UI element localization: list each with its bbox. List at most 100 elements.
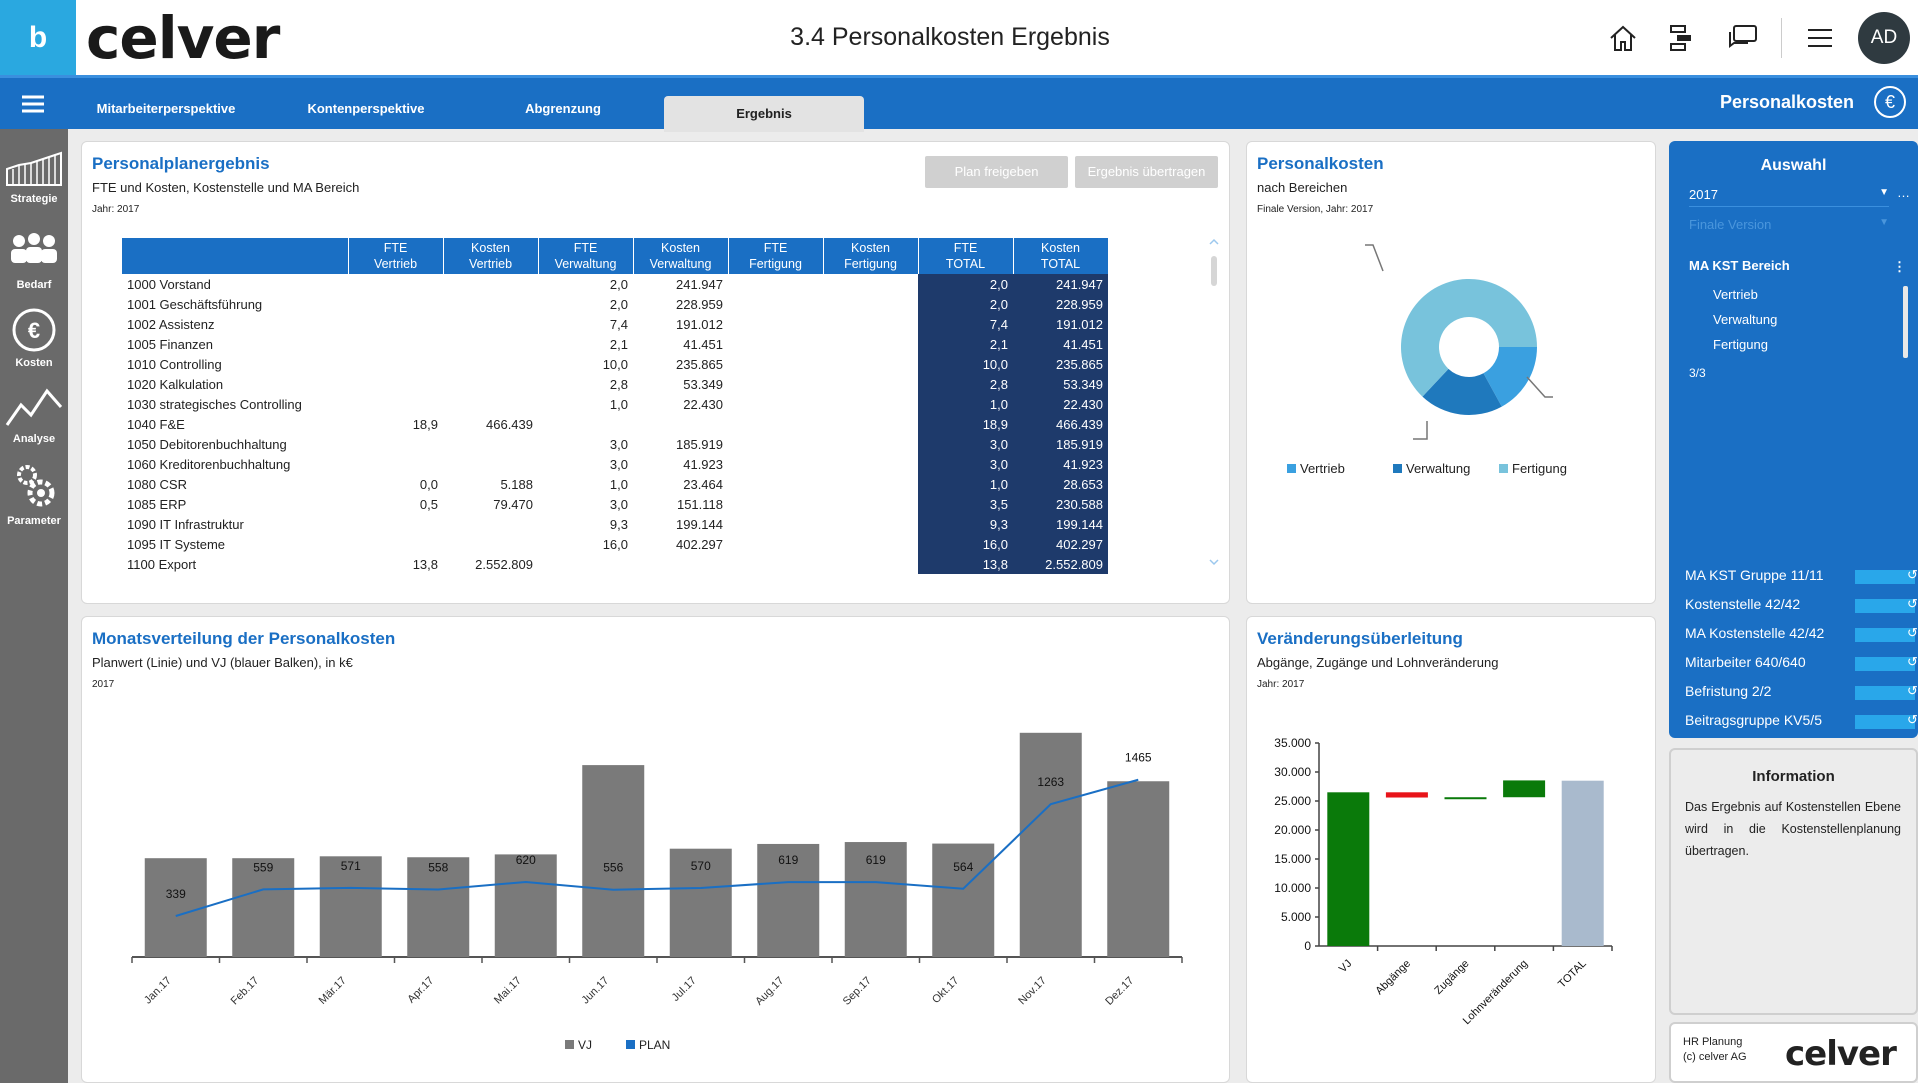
filter-row[interactable]: Kostenstelle 42/42 ↺: [1685, 596, 1918, 613]
tab-kontenperspektive[interactable]: Kontenperspektive: [307, 101, 425, 116]
list-item[interactable]: Fertigung: [1713, 337, 1768, 352]
table-row[interactable]: 1000 Vorstand 2,0 241.947 2,0 241.947: [122, 274, 1108, 294]
table-row[interactable]: 1080 CSR 0,0 5.188 1,0 23.464 1,0 28.653: [122, 474, 1108, 494]
donut-slice[interactable]: [1422, 368, 1502, 415]
value-cell: [348, 354, 443, 374]
waterfall-bar[interactable]: [1327, 792, 1370, 946]
value-cell: 2.552.809: [475, 556, 533, 572]
reset-icon[interactable]: ↺: [1907, 683, 1918, 698]
sidebar-item-kosten[interactable]: € Kosten: [0, 307, 68, 369]
hamburger-icon[interactable]: [0, 78, 66, 129]
tab-mitarbeiterperspektive[interactable]: Mitarbeiterperspektive: [96, 101, 236, 116]
vj-bar[interactable]: [1019, 732, 1082, 957]
donut-slice[interactable]: [1483, 347, 1537, 407]
x-tick-label: Zugänge: [1432, 958, 1471, 997]
table-header-cell[interactable]: Kosten TOTAL: [1013, 238, 1109, 274]
list-item[interactable]: Verwaltung: [1713, 312, 1778, 327]
table-row[interactable]: 1040 F&E 18,9 466.439 18,9 466.439: [122, 414, 1108, 434]
vj-bar[interactable]: [319, 856, 382, 957]
comments-icon[interactable]: [1713, 0, 1773, 75]
waterfall-bar[interactable]: [1444, 797, 1487, 800]
value-cell: 1,0: [918, 474, 1013, 494]
table-scrollbar[interactable]: [1209, 238, 1219, 568]
table-row[interactable]: 1030 strategisches Controlling 1,0 22.430 1…: [122, 394, 1108, 414]
table-row[interactable]: 1060 Kreditorenbuchhaltung 3,0 41.923 3,0 41…: [122, 454, 1108, 474]
kebab-menu-icon[interactable]: ⋮: [1893, 259, 1906, 274]
avatar[interactable]: AD: [1858, 11, 1910, 64]
reset-icon[interactable]: ↺: [1907, 625, 1918, 640]
gears-icon: [17, 465, 55, 507]
table-header-cell[interactable]: FTE Vertrieb: [348, 238, 444, 274]
tab-abgrenzung[interactable]: Abgrenzung: [525, 101, 601, 116]
selection-panel: Auswahl 2017 ▼ … Finale Version ▼ MA KST…: [1669, 141, 1918, 738]
table-row[interactable]: 1050 Debitorenbuchhaltung 3,0 185.919 3,0 18…: [122, 434, 1108, 454]
tab-ergebnis[interactable]: Ergebnis: [664, 96, 864, 132]
plan-line[interactable]: [175, 778, 1139, 917]
value-cell: 466.439: [1013, 414, 1108, 434]
vj-bar[interactable]: [932, 843, 995, 957]
vj-bar[interactable]: [1107, 781, 1170, 957]
sidebar-item-bedarf[interactable]: Bedarf: [0, 231, 68, 291]
value-cell: 7,4: [918, 314, 1013, 334]
table-row[interactable]: 1010 Controlling 10,0 235.865 10,0 235.865: [122, 354, 1108, 374]
value-cell: 2,8: [918, 374, 1013, 394]
filter-row[interactable]: Beitragsgruppe KV5/5 ↺: [1685, 712, 1918, 729]
reset-icon[interactable]: ↺: [1907, 596, 1918, 611]
table-row[interactable]: 1090 IT Infrastruktur 9,3 199.144 9,3 199.14…: [122, 514, 1108, 534]
list-scrollbar[interactable]: [1903, 286, 1908, 358]
table-header-cell[interactable]: Kosten Vertrieb: [443, 238, 539, 274]
filter-row[interactable]: Mitarbeiter 640/640 ↺: [1685, 654, 1918, 671]
value-cell: 28.653: [1013, 474, 1108, 494]
vj-bar[interactable]: [582, 765, 645, 957]
vj-bar[interactable]: [232, 858, 295, 957]
more-options-icon[interactable]: …: [1897, 185, 1910, 200]
x-tick-label: Dez.17: [1103, 975, 1136, 1008]
table-row[interactable]: 1020 Kalkulation 2,8 53.349 2,8 53.349: [122, 374, 1108, 394]
x-tick-label: Jul.17: [670, 975, 699, 1004]
menu-icon[interactable]: [1790, 0, 1850, 75]
vj-bar[interactable]: [144, 858, 207, 957]
sidebar-item-parameter[interactable]: Parameter: [0, 459, 68, 527]
waterfall-bar[interactable]: [1561, 780, 1604, 946]
home-icon[interactable]: [1593, 0, 1653, 75]
table-row[interactable]: 1085 ERP 0,5 79.470 3,0 151.118 3,5 230.588: [122, 494, 1108, 514]
table-header-cell[interactable]: FTE TOTAL: [918, 238, 1014, 274]
filter-row[interactable]: MA Kostenstelle 42/42 ↺: [1685, 625, 1918, 642]
value-cell: 2,0: [609, 276, 628, 292]
table-row[interactable]: 1095 IT Systeme 16,0 402.297 16,0 402.297: [122, 534, 1108, 554]
year-select[interactable]: 2017 ▼: [1689, 187, 1889, 207]
sidebar-item-strategie[interactable]: Strategie: [0, 147, 68, 205]
waterfall-bar[interactable]: [1385, 792, 1428, 798]
version-select[interactable]: Finale Version ▼: [1689, 217, 1889, 232]
sidebar-item-analyse[interactable]: Analyse: [0, 385, 68, 445]
vj-bar[interactable]: [494, 854, 557, 957]
donut-slice[interactable]: [1401, 279, 1537, 397]
reset-icon[interactable]: ↺: [1907, 654, 1918, 669]
table-row[interactable]: 1001 Geschäftsführung 2,0 228.959 2,0 228.95…: [122, 294, 1108, 314]
filter-bar: [1855, 657, 1915, 671]
list-item[interactable]: Vertrieb: [1713, 287, 1758, 302]
vj-bar[interactable]: [757, 843, 820, 957]
table-row[interactable]: 1002 Assistenz 7,4 191.012 7,4 191.012: [122, 314, 1108, 334]
brand-icon[interactable]: b: [0, 0, 76, 75]
vj-bar[interactable]: [407, 857, 470, 957]
reset-icon[interactable]: ↺: [1907, 712, 1918, 727]
hierarchy-icon[interactable]: [1653, 0, 1713, 75]
table-row[interactable]: 1100 Export 13,8 2.552.809 13,8 2.552.809: [122, 554, 1108, 574]
table-header-cell[interactable]: Kosten Verwaltung: [633, 238, 729, 274]
waterfall-bar[interactable]: [1503, 780, 1546, 798]
table-header-cell[interactable]: Kosten Fertigung: [823, 238, 919, 274]
y-tick-label: 0: [1304, 939, 1311, 953]
transfer-result-button[interactable]: Ergebnis übertragen: [1075, 156, 1218, 188]
filter-row[interactable]: MA KST Gruppe 11/11 ↺: [1685, 567, 1918, 584]
filter-row[interactable]: Befristung 2/2 ↺: [1685, 683, 1918, 700]
table-row[interactable]: 1005 Finanzen 2,1 41.451 2,1 41.451: [122, 334, 1108, 354]
vj-bar[interactable]: [669, 848, 732, 957]
table-header-cell[interactable]: FTE Verwaltung: [538, 238, 634, 274]
value-cell: 402.297: [676, 536, 723, 552]
release-plan-button[interactable]: Plan freigeben: [925, 156, 1068, 188]
vj-bar[interactable]: [844, 842, 907, 957]
table-header-cell[interactable]: FTE Fertigung: [728, 238, 824, 274]
value-cell: 2.552.809: [1013, 554, 1108, 574]
reset-icon[interactable]: ↺: [1907, 567, 1918, 582]
